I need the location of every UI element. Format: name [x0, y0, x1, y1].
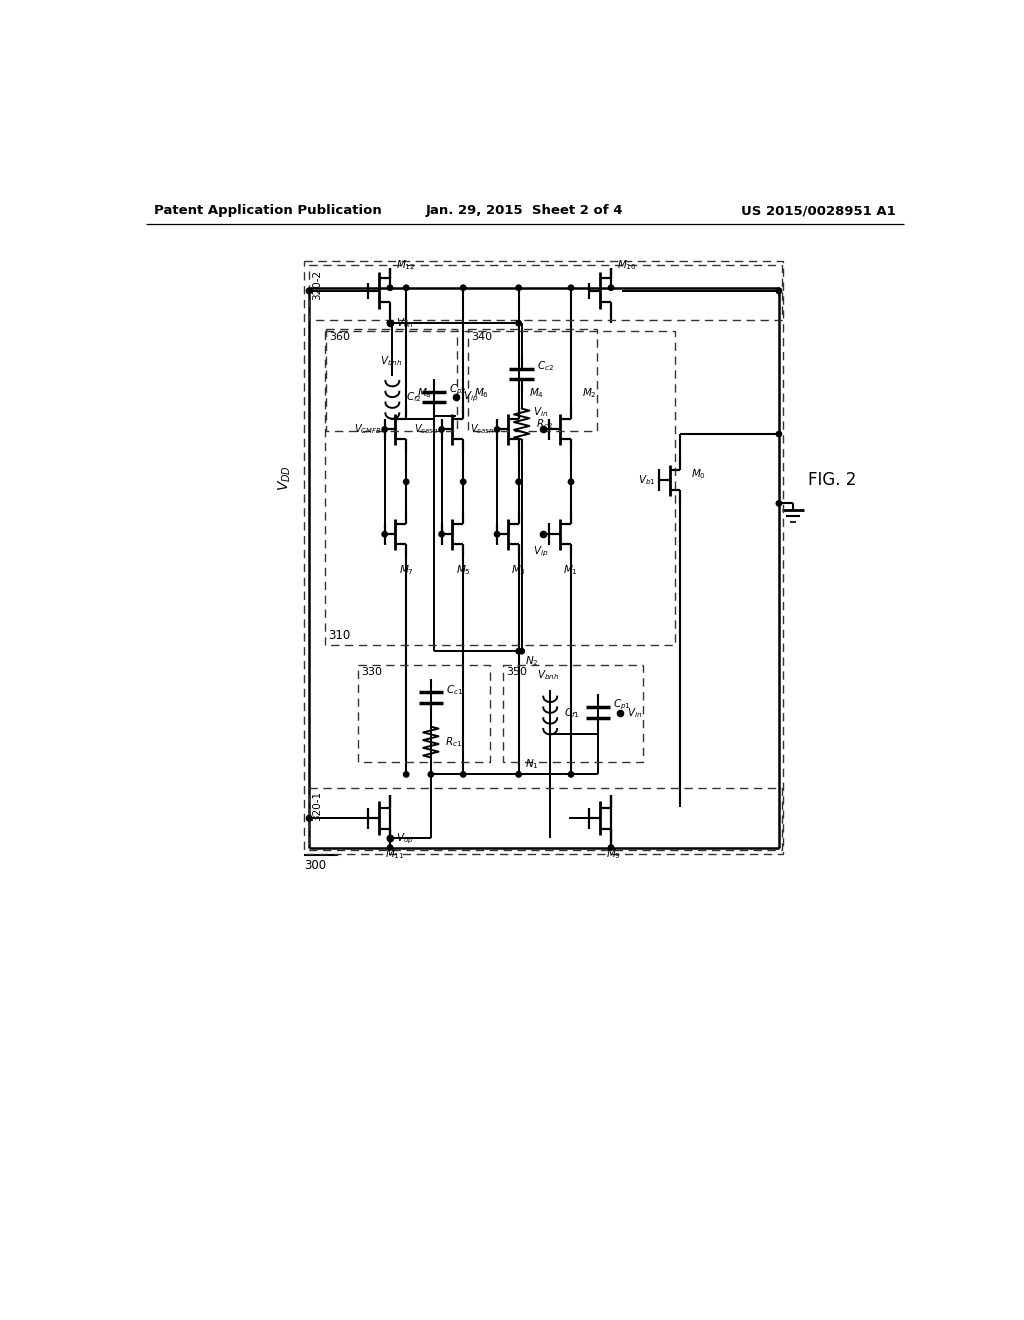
Circle shape	[516, 479, 521, 484]
Circle shape	[387, 321, 393, 326]
Text: FIG. 2: FIG. 2	[808, 471, 856, 490]
Text: 330: 330	[360, 668, 382, 677]
Circle shape	[516, 772, 521, 777]
Text: 300: 300	[304, 859, 326, 873]
Text: $M_0$: $M_0$	[691, 467, 707, 480]
Text: Jan. 29, 2015  Sheet 2 of 4: Jan. 29, 2015 Sheet 2 of 4	[426, 205, 624, 218]
Text: $C_{f2}$: $C_{f2}$	[407, 391, 422, 404]
Text: $V_{bnh}$: $V_{bnh}$	[380, 354, 402, 368]
Circle shape	[439, 532, 444, 537]
Text: $V_{on}$: $V_{on}$	[396, 317, 414, 330]
Text: $C_{c2}$: $C_{c2}$	[538, 359, 554, 374]
Bar	[304, 261, 782, 854]
Circle shape	[776, 288, 781, 293]
Circle shape	[306, 816, 312, 821]
Text: $V_{ip}$: $V_{ip}$	[532, 545, 548, 560]
Circle shape	[519, 648, 524, 653]
Text: $C_{p2}$: $C_{p2}$	[450, 383, 467, 396]
Circle shape	[382, 426, 387, 432]
Text: $M_9$: $M_9$	[606, 847, 622, 862]
Text: $M_4$: $M_4$	[529, 387, 545, 400]
Text: $N_2$: $N_2$	[524, 655, 539, 668]
Circle shape	[461, 479, 466, 484]
Circle shape	[776, 432, 781, 437]
Circle shape	[306, 288, 312, 293]
Text: $M_{10}$: $M_{10}$	[617, 259, 637, 272]
Circle shape	[776, 288, 781, 293]
Text: $M_{11}$: $M_{11}$	[385, 847, 404, 862]
Text: $M_3$: $M_3$	[511, 564, 526, 577]
Text: $V_{casp}$: $V_{casp}$	[415, 422, 438, 437]
Bar	[468, 330, 597, 430]
Circle shape	[495, 426, 500, 432]
Text: $V_{b1}$: $V_{b1}$	[638, 474, 655, 487]
Text: US 2015/0028951 A1: US 2015/0028951 A1	[741, 205, 896, 218]
Bar	[357, 665, 490, 762]
Circle shape	[387, 285, 393, 290]
Bar	[326, 330, 457, 430]
Circle shape	[306, 816, 312, 821]
Text: 360: 360	[330, 331, 350, 342]
Circle shape	[495, 532, 500, 537]
Text: $V_{op}$: $V_{op}$	[396, 832, 414, 846]
Bar	[309, 264, 782, 321]
Bar	[325, 331, 675, 645]
Circle shape	[568, 479, 573, 484]
Circle shape	[568, 285, 573, 290]
Circle shape	[608, 285, 613, 290]
Text: $V_{DD}$: $V_{DD}$	[276, 465, 293, 491]
Circle shape	[403, 285, 409, 290]
Circle shape	[461, 772, 466, 777]
Circle shape	[382, 532, 387, 537]
Bar	[503, 665, 643, 762]
Text: $V_{in}$: $V_{in}$	[532, 405, 548, 418]
Text: $M_{12}$: $M_{12}$	[396, 259, 416, 272]
Circle shape	[428, 772, 433, 777]
Text: Patent Application Publication: Patent Application Publication	[154, 205, 381, 218]
Circle shape	[306, 288, 312, 293]
Circle shape	[516, 648, 521, 653]
Circle shape	[403, 772, 409, 777]
Circle shape	[439, 426, 444, 432]
Text: $M_8$: $M_8$	[417, 387, 432, 400]
Circle shape	[403, 479, 409, 484]
Text: $C_{p1}$: $C_{p1}$	[613, 698, 631, 713]
Text: 350: 350	[506, 668, 527, 677]
Text: $M_1$: $M_1$	[563, 564, 579, 577]
Text: $C_{c1}$: $C_{c1}$	[446, 682, 464, 697]
Text: $N_1$: $N_1$	[524, 758, 539, 771]
Circle shape	[461, 285, 466, 290]
Text: $C_{f1}$: $C_{f1}$	[564, 706, 580, 719]
Text: $V_{in}$: $V_{in}$	[628, 706, 642, 719]
Text: 310: 310	[328, 628, 350, 642]
Text: 320-1: 320-1	[312, 792, 323, 821]
Text: $V_{ip}$: $V_{ip}$	[463, 389, 478, 404]
Text: 320-2: 320-2	[312, 271, 323, 300]
Circle shape	[608, 845, 613, 850]
Circle shape	[776, 500, 781, 506]
Text: $M_2$: $M_2$	[582, 387, 597, 400]
Circle shape	[568, 772, 573, 777]
Circle shape	[516, 285, 521, 290]
Text: $M_6$: $M_6$	[474, 387, 489, 400]
Text: $R_{c1}$: $R_{c1}$	[444, 735, 462, 748]
Text: $V_{casn}$: $V_{casn}$	[470, 422, 494, 437]
Bar	[309, 788, 782, 850]
Text: $V_{bnh}$: $V_{bnh}$	[538, 668, 560, 682]
Text: $V_{CMFB}$: $V_{CMFB}$	[354, 422, 382, 437]
Circle shape	[516, 321, 521, 326]
Text: $R_{c2}$: $R_{c2}$	[536, 417, 553, 430]
Circle shape	[387, 836, 393, 841]
Circle shape	[387, 845, 393, 850]
Text: 340: 340	[471, 331, 492, 342]
Text: $M_7$: $M_7$	[398, 564, 414, 577]
Text: $M_5$: $M_5$	[456, 564, 470, 577]
